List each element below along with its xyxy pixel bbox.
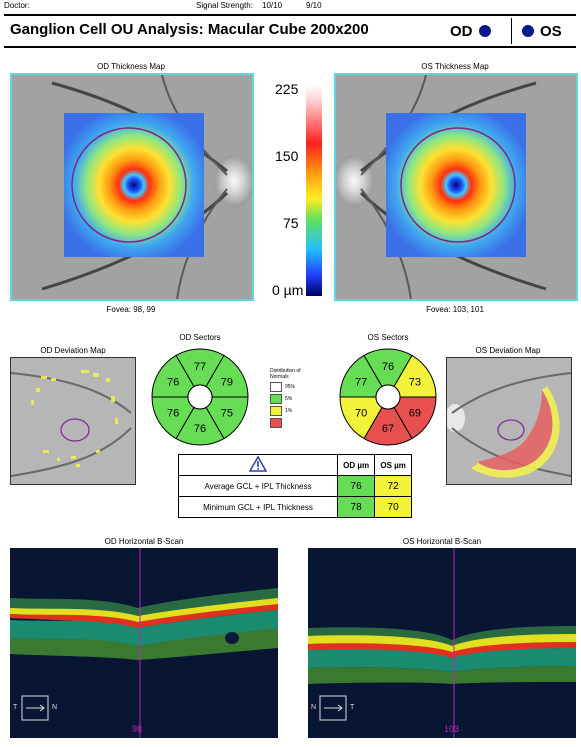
os-thickness-map-title: OS Thickness Map xyxy=(421,62,489,71)
scale-label-0: 0 µm xyxy=(272,282,304,298)
os-fundus-image xyxy=(336,75,576,299)
os-eye-indicator: OS xyxy=(516,18,562,44)
title-bar: Ganglion Cell OU Analysis: Macular Cube … xyxy=(4,14,576,48)
scale-label-75: 75 xyxy=(283,215,299,231)
normative-legend: Distribution of Normals 95% 5% 1% xyxy=(270,368,318,430)
os-bscan-title: OS Horizontal B-Scan xyxy=(402,537,482,546)
os-sector-value-5: 77 xyxy=(355,377,367,389)
os-thickness-map[interactable] xyxy=(334,73,578,301)
od-deviation-map-title: OD Deviation Map xyxy=(40,346,106,355)
od-deviation-image xyxy=(11,370,132,477)
os-deviation-image xyxy=(447,372,571,478)
legend-heading: Distribution of Normals xyxy=(270,368,301,380)
od-sector-center xyxy=(187,384,213,410)
legend-swatch-3 xyxy=(270,418,282,428)
os-sector-value-3: 67 xyxy=(382,423,394,435)
od-signal-strength: 10/10 xyxy=(262,1,283,10)
os-deviation-map-title: OS Deviation Map xyxy=(475,346,541,355)
od-sector-value-1: 79 xyxy=(221,377,233,389)
results-row-minimum: Minimum GCL + IPL Thickness 78 70 xyxy=(178,496,412,518)
os-bscan-left-label: N xyxy=(311,704,317,711)
od-bscan-left-label: T xyxy=(13,704,18,711)
legend-row-2: 1% xyxy=(270,406,318,416)
legend-label-2: 1% xyxy=(285,408,293,414)
od-bscan-title: OD Horizontal B-Scan xyxy=(104,537,184,546)
os-sector-value-0: 76 xyxy=(382,361,394,373)
od-fundus-image xyxy=(12,75,252,299)
od-bscan-slice-number: 98 xyxy=(132,724,143,734)
average-od-value: 76 xyxy=(336,475,376,497)
legend-row-1: 5% xyxy=(270,394,318,404)
thickness-color-scale xyxy=(306,84,322,296)
od-fovea-coordinates: Fovea: 98, 99 xyxy=(106,305,156,314)
minimum-od-value: 78 xyxy=(336,496,376,518)
signal-strength-label: Signal Strength: xyxy=(196,1,253,10)
od-sector-value-4: 76 xyxy=(167,408,179,420)
os-bscan-right-label: T xyxy=(350,704,355,711)
od-sectors-diagram: 77 79 75 76 76 76 xyxy=(151,348,249,446)
os-sectors-chart: 76 73 69 67 70 77 xyxy=(338,347,438,447)
os-bscan-slice-number: 103 xyxy=(444,724,460,734)
legend-swatch-0 xyxy=(270,382,282,392)
results-header-row: OD µm OS µm xyxy=(178,454,412,476)
minimum-os-value: 70 xyxy=(374,496,412,518)
od-column-header: OD µm xyxy=(336,454,376,476)
scale-label-225: 225 xyxy=(275,81,299,97)
os-fovea-coordinates: Fovea: 103, 101 xyxy=(426,305,484,314)
minimum-label: Minimum GCL + IPL Thickness xyxy=(178,496,338,518)
os-sectors-diagram: 76 73 69 67 70 77 xyxy=(339,348,437,446)
od-eye-indicator: OD xyxy=(450,18,497,44)
od-sectors-title: OD Sectors xyxy=(179,333,221,342)
scale-label-150: 150 xyxy=(275,148,299,164)
os-sectors-title: OS Sectors xyxy=(367,333,409,342)
legend-swatch-2 xyxy=(270,406,282,416)
results-table: OD µm OS µm Average GCL + IPL Thickness … xyxy=(178,454,412,518)
eye-divider xyxy=(511,18,512,44)
od-thickness-map[interactable] xyxy=(10,73,254,301)
od-dot-icon xyxy=(478,25,491,37)
warning-triangle-icon xyxy=(248,455,268,472)
od-sector-value-0: 77 xyxy=(194,361,206,373)
report-title: Ganglion Cell OU Analysis: Macular Cube … xyxy=(10,21,369,38)
doctor-label: Doctor: xyxy=(4,1,30,10)
average-label: Average GCL + IPL Thickness xyxy=(178,475,338,497)
legend-row-3 xyxy=(270,418,318,428)
od-sectors-chart: 77 79 75 76 76 76 xyxy=(150,347,250,447)
od-bscan-right-label: N xyxy=(52,704,58,711)
od-bscan-image[interactable]: T N 98 xyxy=(10,548,278,738)
legend-row-0: 95% xyxy=(270,382,318,392)
os-sector-value-4: 70 xyxy=(355,408,367,420)
legend-label-0: 95% xyxy=(285,384,296,390)
average-os-value: 72 xyxy=(374,475,412,497)
os-column-header: OS µm xyxy=(374,454,412,476)
legend-swatch-1 xyxy=(270,394,282,404)
report-header: Doctor: Signal Strength: 10/10 9/10 xyxy=(0,0,581,12)
warning-cell xyxy=(178,454,338,476)
os-dot-icon xyxy=(522,25,534,37)
os-sector-value-2: 69 xyxy=(409,408,421,420)
os-bscan-image[interactable]: N T 103 xyxy=(308,548,576,738)
od-sector-value-3: 76 xyxy=(194,423,206,435)
os-signal-strength: 9/10 xyxy=(306,1,322,10)
legend-label-1: 5% xyxy=(285,396,293,402)
os-deviation-map[interactable] xyxy=(446,357,572,485)
results-row-average: Average GCL + IPL Thickness 76 72 xyxy=(178,475,412,497)
od-sector-value-5: 76 xyxy=(167,377,179,389)
os-bscan-graphic xyxy=(308,548,576,738)
od-label: OD xyxy=(450,22,473,40)
os-sector-center xyxy=(375,384,401,410)
od-thickness-map-title: OD Thickness Map xyxy=(97,62,165,71)
od-bscan-graphic xyxy=(10,548,278,738)
od-sector-value-2: 75 xyxy=(221,408,233,420)
od-deviation-map[interactable] xyxy=(10,357,136,485)
os-label: OS xyxy=(540,22,562,40)
os-sector-value-1: 73 xyxy=(409,377,421,389)
